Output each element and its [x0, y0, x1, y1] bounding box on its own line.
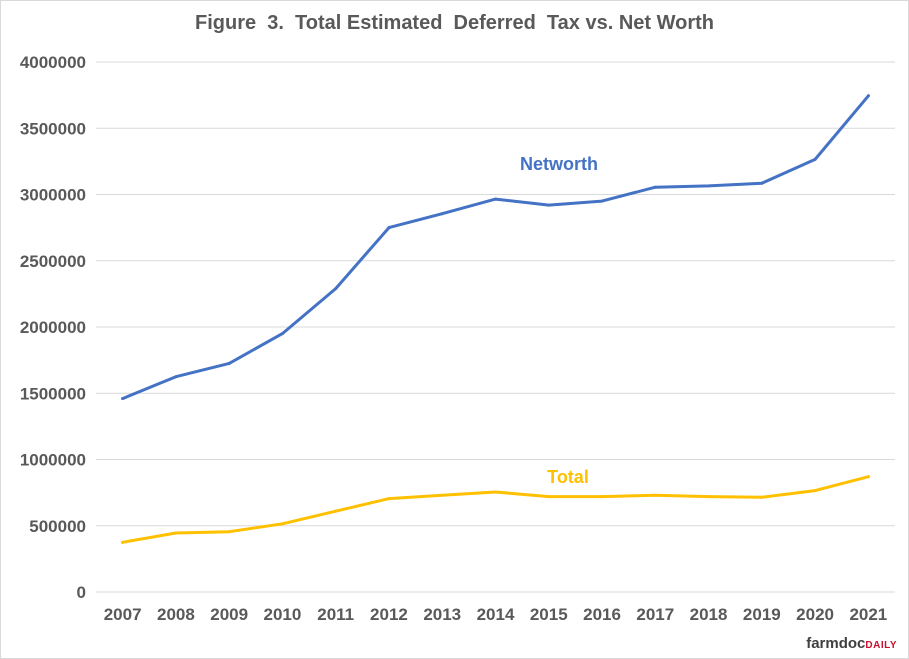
data-point [387, 226, 391, 230]
data-point [760, 495, 764, 499]
data-point [707, 495, 711, 499]
series-line-total [121, 475, 870, 544]
x-tick-label: 2016 [583, 605, 621, 624]
data-point [653, 185, 657, 189]
x-tick-label: 2017 [636, 605, 674, 624]
data-point [600, 199, 604, 203]
data-point [440, 212, 444, 216]
data-point [600, 495, 604, 499]
y-tick-label: 3000000 [20, 186, 86, 205]
y-tick-label: 0 [77, 583, 86, 602]
data-point [866, 94, 870, 98]
x-axis: 2007 2008 2009 2010 2011 2012 2013 2014 2015 2016… [104, 605, 888, 624]
series-line-networth [121, 94, 870, 401]
y-tick-label: 1500000 [20, 384, 86, 403]
data-point [227, 530, 231, 534]
series-lines [121, 94, 870, 544]
x-tick-label: 2010 [264, 605, 302, 624]
x-tick-label: 2011 [317, 605, 354, 624]
y-axis: 0 500000 1000000 1500000 2000000 2500000 30000… [20, 53, 86, 602]
x-tick-label: 2012 [370, 605, 408, 624]
chart-title: Figure 3. Total Estimated Deferred Tax v… [194, 12, 714, 34]
data-point [334, 509, 338, 513]
data-point [280, 332, 284, 336]
data-point [174, 531, 178, 535]
x-tick-label: 2019 [743, 605, 781, 624]
series-label-total: Total [547, 467, 589, 487]
series-labels: Networth Total [520, 154, 598, 487]
data-point [866, 475, 870, 479]
x-tick-label: 2013 [423, 605, 461, 624]
x-tick-label: 2008 [157, 605, 195, 624]
data-point [440, 493, 444, 497]
x-tick-label: 2018 [690, 605, 728, 624]
x-tick-label: 2007 [104, 605, 142, 624]
data-point [334, 287, 338, 291]
data-point [707, 184, 711, 188]
y-tick-label: 2500000 [20, 252, 86, 271]
y-tick-label: 3500000 [20, 119, 86, 138]
data-point [174, 375, 178, 379]
y-tick-label: 4000000 [20, 53, 86, 72]
data-point [547, 495, 551, 499]
x-tick-label: 2015 [530, 605, 568, 624]
series-label-networth: Networth [520, 154, 598, 174]
data-point [760, 181, 764, 185]
x-tick-label: 2014 [477, 605, 515, 624]
data-point [547, 203, 551, 207]
data-point [494, 490, 497, 494]
farmdoc-daily-logo: farmdocDAILY [806, 635, 897, 653]
gridlines [96, 61, 895, 593]
data-point [813, 489, 817, 493]
y-tick-label: 1000000 [20, 451, 86, 470]
data-point [227, 361, 231, 365]
x-tick-label: 2020 [796, 605, 834, 624]
data-point [280, 522, 284, 526]
y-tick-label: 500000 [29, 517, 86, 536]
data-point [653, 493, 657, 497]
y-tick-label: 2000000 [20, 318, 86, 337]
x-tick-label: 2021 [849, 605, 887, 624]
data-point [121, 540, 125, 544]
data-point [387, 497, 391, 501]
data-point [121, 397, 125, 401]
x-tick-label: 2009 [210, 605, 248, 624]
data-point [494, 197, 497, 201]
brand-part1: farmdoc [806, 635, 866, 652]
brand-part2: DAILY [865, 640, 897, 651]
data-point [813, 157, 817, 161]
